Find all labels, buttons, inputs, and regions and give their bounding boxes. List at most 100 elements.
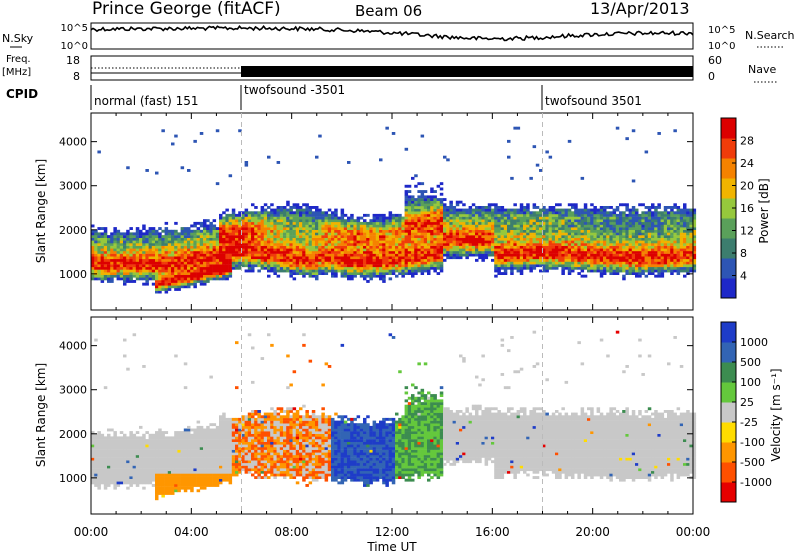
- power-cell: [183, 266, 188, 270]
- power-cell: [561, 240, 565, 244]
- power-cell: [251, 245, 255, 249]
- power-cell: [276, 250, 281, 254]
- power-cell: [401, 261, 405, 265]
- power-cell: [516, 245, 521, 249]
- power-cell: [164, 290, 169, 294]
- power-cell: [183, 282, 188, 286]
- vel-cell: [129, 452, 133, 456]
- power-cell: [94, 243, 98, 246]
- power-cell: [587, 208, 591, 212]
- power-cell: [315, 258, 319, 262]
- power-cell: [292, 266, 297, 270]
- colorbar-tick-label: 20: [740, 180, 754, 193]
- power-cell: [526, 227, 530, 230]
- power-cell: [670, 221, 674, 225]
- power-cell: [372, 232, 377, 236]
- vel-cell: [123, 436, 127, 440]
- vel-cell: [100, 460, 105, 464]
- power-cell: [571, 245, 575, 249]
- power-cell: [539, 243, 543, 246]
- power-cell: [161, 280, 165, 283]
- power-cell: [100, 250, 105, 254]
- power-cell: [622, 266, 626, 270]
- power-cell: [231, 264, 236, 268]
- vel-cell: [126, 436, 130, 440]
- power-cell: [446, 229, 450, 233]
- power-cell: [439, 250, 444, 254]
- power-cell: [587, 229, 591, 233]
- vel-cell: [91, 441, 95, 445]
- power-cell: [260, 208, 265, 212]
- power-cell: [110, 253, 114, 257]
- power-cell: [103, 232, 108, 236]
- power-cell: [503, 253, 508, 257]
- power-cell: [603, 264, 607, 268]
- power-cell: [660, 245, 665, 249]
- power-cell: [113, 245, 117, 249]
- power-cell: [542, 248, 546, 252]
- vel-cell: [113, 465, 117, 469]
- power-cell: [350, 237, 354, 241]
- power-cell: [308, 224, 313, 228]
- power-cell: [135, 256, 140, 260]
- power-cell: [667, 264, 671, 268]
- vel-cell: [103, 470, 108, 474]
- power-cell: [209, 258, 213, 262]
- power-cell: [663, 219, 668, 223]
- power-cell: [97, 261, 101, 265]
- vel-cell: [132, 478, 137, 482]
- power-cell: [327, 216, 332, 220]
- power-cell: [366, 221, 370, 225]
- power-cell: [427, 250, 431, 254]
- power-cell: [577, 248, 581, 252]
- power-cell: [263, 232, 268, 236]
- power-cell: [411, 235, 415, 238]
- power-cell: [660, 240, 665, 244]
- power-cell: [190, 261, 194, 265]
- power-cell: [638, 253, 642, 257]
- power-cell: [91, 235, 95, 238]
- power-cell: [299, 245, 303, 249]
- power-cell: [225, 258, 229, 262]
- power-cell: [452, 240, 457, 244]
- power-cell: [455, 237, 460, 241]
- power-cell: [487, 240, 492, 244]
- power-cell: [203, 232, 207, 236]
- vel-cell: [107, 454, 111, 458]
- power-cell: [452, 253, 457, 257]
- power-cell: [433, 213, 437, 217]
- power-cell: [139, 274, 143, 278]
- power-cell: [542, 232, 546, 236]
- power-cell: [145, 274, 149, 278]
- power-cell: [247, 253, 252, 257]
- power-cell: [622, 211, 626, 215]
- power-cell: [187, 253, 191, 257]
- power-cell: [340, 216, 345, 220]
- power-cell: [631, 216, 636, 220]
- vel-cell: [116, 476, 121, 479]
- power-cell: [503, 240, 508, 244]
- power-cell: [481, 221, 485, 225]
- power-cell: [558, 208, 562, 212]
- power-cell: [407, 221, 412, 225]
- vel-cell: [110, 454, 114, 458]
- power-cell: [692, 240, 697, 244]
- power-cell: [542, 237, 546, 241]
- power-cell: [167, 288, 172, 291]
- power-cell: [321, 213, 325, 217]
- power-cell: [279, 221, 284, 225]
- power-cell: [430, 261, 434, 265]
- colorbar-swatch: [721, 218, 736, 239]
- power-cell: [273, 216, 277, 220]
- power-cell: [603, 272, 607, 275]
- power-cell: [622, 221, 626, 225]
- power-cell: [673, 240, 677, 244]
- power-cell: [439, 264, 444, 268]
- power-cell: [196, 261, 201, 265]
- power-cell: [516, 264, 521, 268]
- power-cell: [500, 266, 505, 270]
- power-cell: [359, 221, 364, 225]
- power-cell: [651, 261, 655, 265]
- power-cell: [676, 253, 681, 257]
- power-cell: [673, 216, 677, 220]
